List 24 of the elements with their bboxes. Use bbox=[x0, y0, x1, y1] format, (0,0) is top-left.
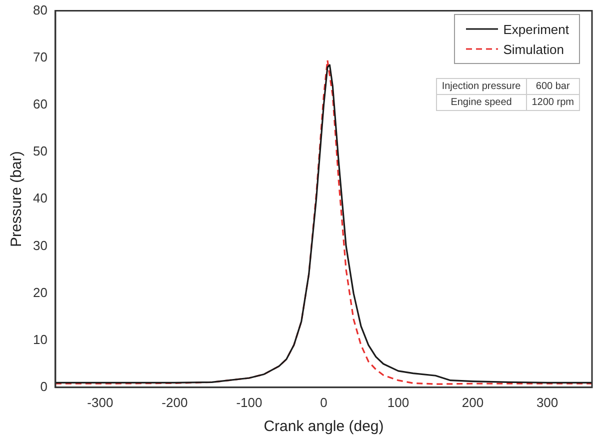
x-tick-label: 200 bbox=[462, 394, 484, 410]
y-tick-label: 70 bbox=[32, 49, 48, 64]
y-tick-label: 10 bbox=[32, 332, 48, 347]
y-tick-label: 40 bbox=[32, 190, 48, 206]
y-axis-title: Pressure (bar) bbox=[8, 151, 26, 248]
x-tick-label: -100 bbox=[236, 394, 262, 410]
annotation: Injection pressure bbox=[436, 78, 526, 94]
x-tick-label: -300 bbox=[87, 394, 114, 410]
legend-label: Experiment bbox=[503, 22, 569, 36]
legend-label: Simulation bbox=[503, 42, 564, 56]
y-tick-label: 50 bbox=[32, 144, 48, 159]
x-axis-title: Crank angle (deg) bbox=[264, 418, 384, 436]
annotation: Engine speed bbox=[436, 94, 526, 110]
x-tick-label: 100 bbox=[387, 394, 410, 410]
annotation: 600 bar bbox=[526, 78, 580, 94]
y-tick-label: 30 bbox=[32, 238, 48, 253]
y-tick-label: 60 bbox=[32, 96, 48, 112]
x-tick-label: -200 bbox=[162, 394, 188, 410]
y-tick-label: 0 bbox=[40, 378, 48, 394]
x-tick-label: 300 bbox=[536, 394, 558, 410]
y-tick-label: 80 bbox=[32, 2, 48, 18]
annotation: 1200 rpm bbox=[526, 94, 580, 110]
y-tick-label: 20 bbox=[32, 284, 48, 300]
x-tick-label: 0 bbox=[320, 394, 328, 410]
